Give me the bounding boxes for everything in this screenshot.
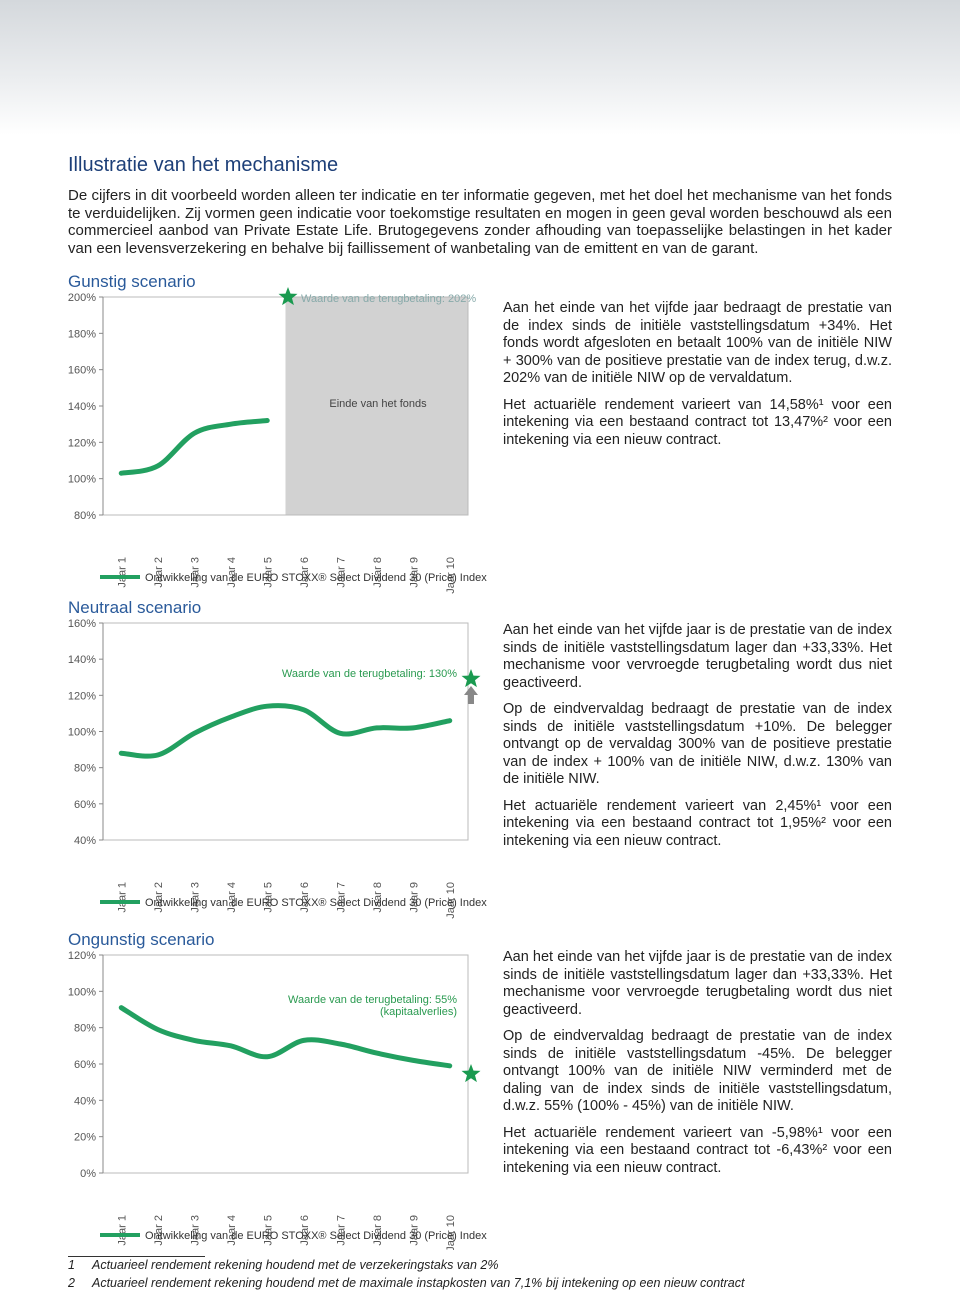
x-tick-label: Jaar 6 (299, 1215, 311, 1246)
y-tick-label: 60% (74, 799, 96, 811)
star-icon (278, 287, 298, 306)
series-line (118, 1005, 453, 1069)
x-tick-label: Jaar 9 (408, 882, 420, 913)
x-tick-label: Jaar 10 (445, 882, 457, 919)
y-tick-label: 120% (68, 437, 96, 449)
y-tick-label: 200% (68, 292, 96, 304)
x-tick-label: Jaar 7 (335, 1215, 347, 1246)
star-icon (461, 669, 481, 688)
paragraph: Het actuariële rendement varieert van 2,… (503, 797, 892, 849)
annotation: (kapitaalverlies) (380, 1006, 457, 1018)
legend-label: Ontwikkeling van de EURO STOXX® Select D… (145, 897, 487, 909)
x-tick-label: Jaar 1 (116, 557, 128, 588)
y-tick-label: 40% (74, 835, 96, 847)
x-tick-label: Jaar 2 (153, 557, 165, 588)
y-tick-label: 80% (74, 763, 96, 775)
series-line (118, 418, 270, 476)
x-tick-label: Jaar 10 (445, 557, 457, 594)
scenario-text: Aan het einde van het vijfde jaar bedraa… (503, 300, 892, 458)
paragraph: Het actuariële rendement varieert van -5… (503, 1124, 892, 1176)
page-title: Illustratie van het mechanisme (68, 154, 339, 176)
chart-title: Neutraal scenario (68, 598, 201, 617)
legend-label: Ontwikkeling van de EURO STOXX® Select D… (145, 572, 487, 584)
chart-title: Ongunstig scenario (68, 930, 214, 949)
chart-title: Gunstig scenario (68, 272, 196, 291)
star-icon (461, 1064, 481, 1083)
paragraph: Op de eindvervaldag bedraagt de prestati… (503, 1028, 892, 1114)
x-tick-label: Jaar 8 (372, 557, 384, 588)
footnote-text: Actuarieel rendement rekening houdend me… (92, 1276, 745, 1290)
x-tick-label: Jaar 2 (153, 1215, 165, 1246)
y-tick-label: 100% (68, 727, 96, 739)
plot-frame (102, 954, 469, 1174)
annotation: Waarde van de terugbetaling: 55% (288, 994, 457, 1006)
y-tick-label: 100% (68, 986, 96, 998)
scenario-text: Aan het einde van het vijfde jaar is de … (503, 622, 892, 859)
x-tick-label: Jaar 9 (408, 1215, 420, 1246)
x-tick-label: Jaar 5 (262, 882, 274, 913)
annotation: Waarde van de terugbetaling: 130% (282, 668, 457, 680)
x-tick-label: Jaar 3 (189, 1215, 201, 1246)
y-tick-label: 60% (74, 1059, 96, 1071)
y-tick-label: 40% (74, 1095, 96, 1107)
footnote-number: 2 (68, 1276, 75, 1290)
y-tick-label: 140% (68, 401, 96, 413)
arrow-icon (464, 686, 478, 704)
y-tick-label: 120% (68, 950, 96, 962)
series-line (118, 703, 453, 759)
x-tick-label: Jaar 3 (189, 882, 201, 913)
x-tick-label: Jaar 8 (372, 1215, 384, 1246)
y-tick-label: 160% (68, 618, 96, 630)
legend-label: Ontwikkeling van de EURO STOXX® Select D… (145, 1230, 487, 1242)
x-tick-label: Jaar 6 (299, 882, 311, 913)
annotation: Waarde van de terugbetaling: 202% (301, 293, 476, 305)
y-tick-label: 0% (80, 1168, 96, 1180)
y-tick-label: 80% (74, 1023, 96, 1035)
x-tick-label: Jaar 7 (335, 882, 347, 913)
x-tick-label: Jaar 8 (372, 882, 384, 913)
y-tick-label: 20% (74, 1132, 96, 1144)
y-tick-label: 180% (68, 328, 96, 340)
x-tick-label: Jaar 5 (262, 1215, 274, 1246)
footnote-rule (68, 1256, 205, 1257)
x-tick-label: Jaar 10 (445, 1215, 457, 1250)
intro: De cijfers in dit voorbeeld worden allee… (68, 187, 892, 257)
y-tick-label: 100% (68, 474, 96, 486)
footnote-text: Actuarieel rendement rekening houdend me… (92, 1258, 499, 1272)
annotation: Einde van het fonds (329, 398, 427, 410)
plot-frame (102, 622, 469, 841)
x-tick-label: Jaar 2 (153, 882, 165, 913)
header-photo (0, 0, 960, 135)
x-tick-label: Jaar 7 (335, 557, 347, 588)
x-tick-label: Jaar 4 (226, 882, 238, 913)
paragraph: Aan het einde van het vijfde jaar bedraa… (503, 300, 892, 386)
x-tick-label: Jaar 4 (226, 1215, 238, 1246)
y-tick-label: 160% (68, 365, 96, 377)
charts: Gunstig scenario 80% 100% 120% 140% 160% 180% 2… (68, 272, 487, 1250)
paragraph: Op de eindvervaldag bedraagt de prestati… (503, 701, 892, 787)
x-tick-label: Jaar 1 (116, 1215, 128, 1246)
scenario-text: Aan het einde van het vijfde jaar is de … (503, 949, 892, 1186)
x-tick-label: Jaar 3 (189, 557, 201, 588)
footnote-number: 1 (68, 1258, 75, 1272)
paragraph: Aan het einde van het vijfde jaar is de … (503, 949, 892, 1018)
x-tick-label: Jaar 6 (299, 557, 311, 588)
paragraph: Aan het einde van het vijfde jaar is de … (503, 622, 892, 691)
x-tick-label: Jaar 1 (116, 882, 128, 913)
x-tick-label: Jaar 5 (262, 557, 274, 588)
paragraph: Het actuariële rendement varieert van 14… (503, 396, 892, 448)
y-tick-label: 120% (68, 690, 96, 702)
x-tick-label: Jaar 9 (408, 557, 420, 588)
y-tick-label: 140% (68, 654, 96, 666)
x-tick-label: Jaar 4 (226, 557, 238, 588)
shaded-region (285, 297, 468, 515)
y-tick-label: 80% (74, 510, 96, 522)
